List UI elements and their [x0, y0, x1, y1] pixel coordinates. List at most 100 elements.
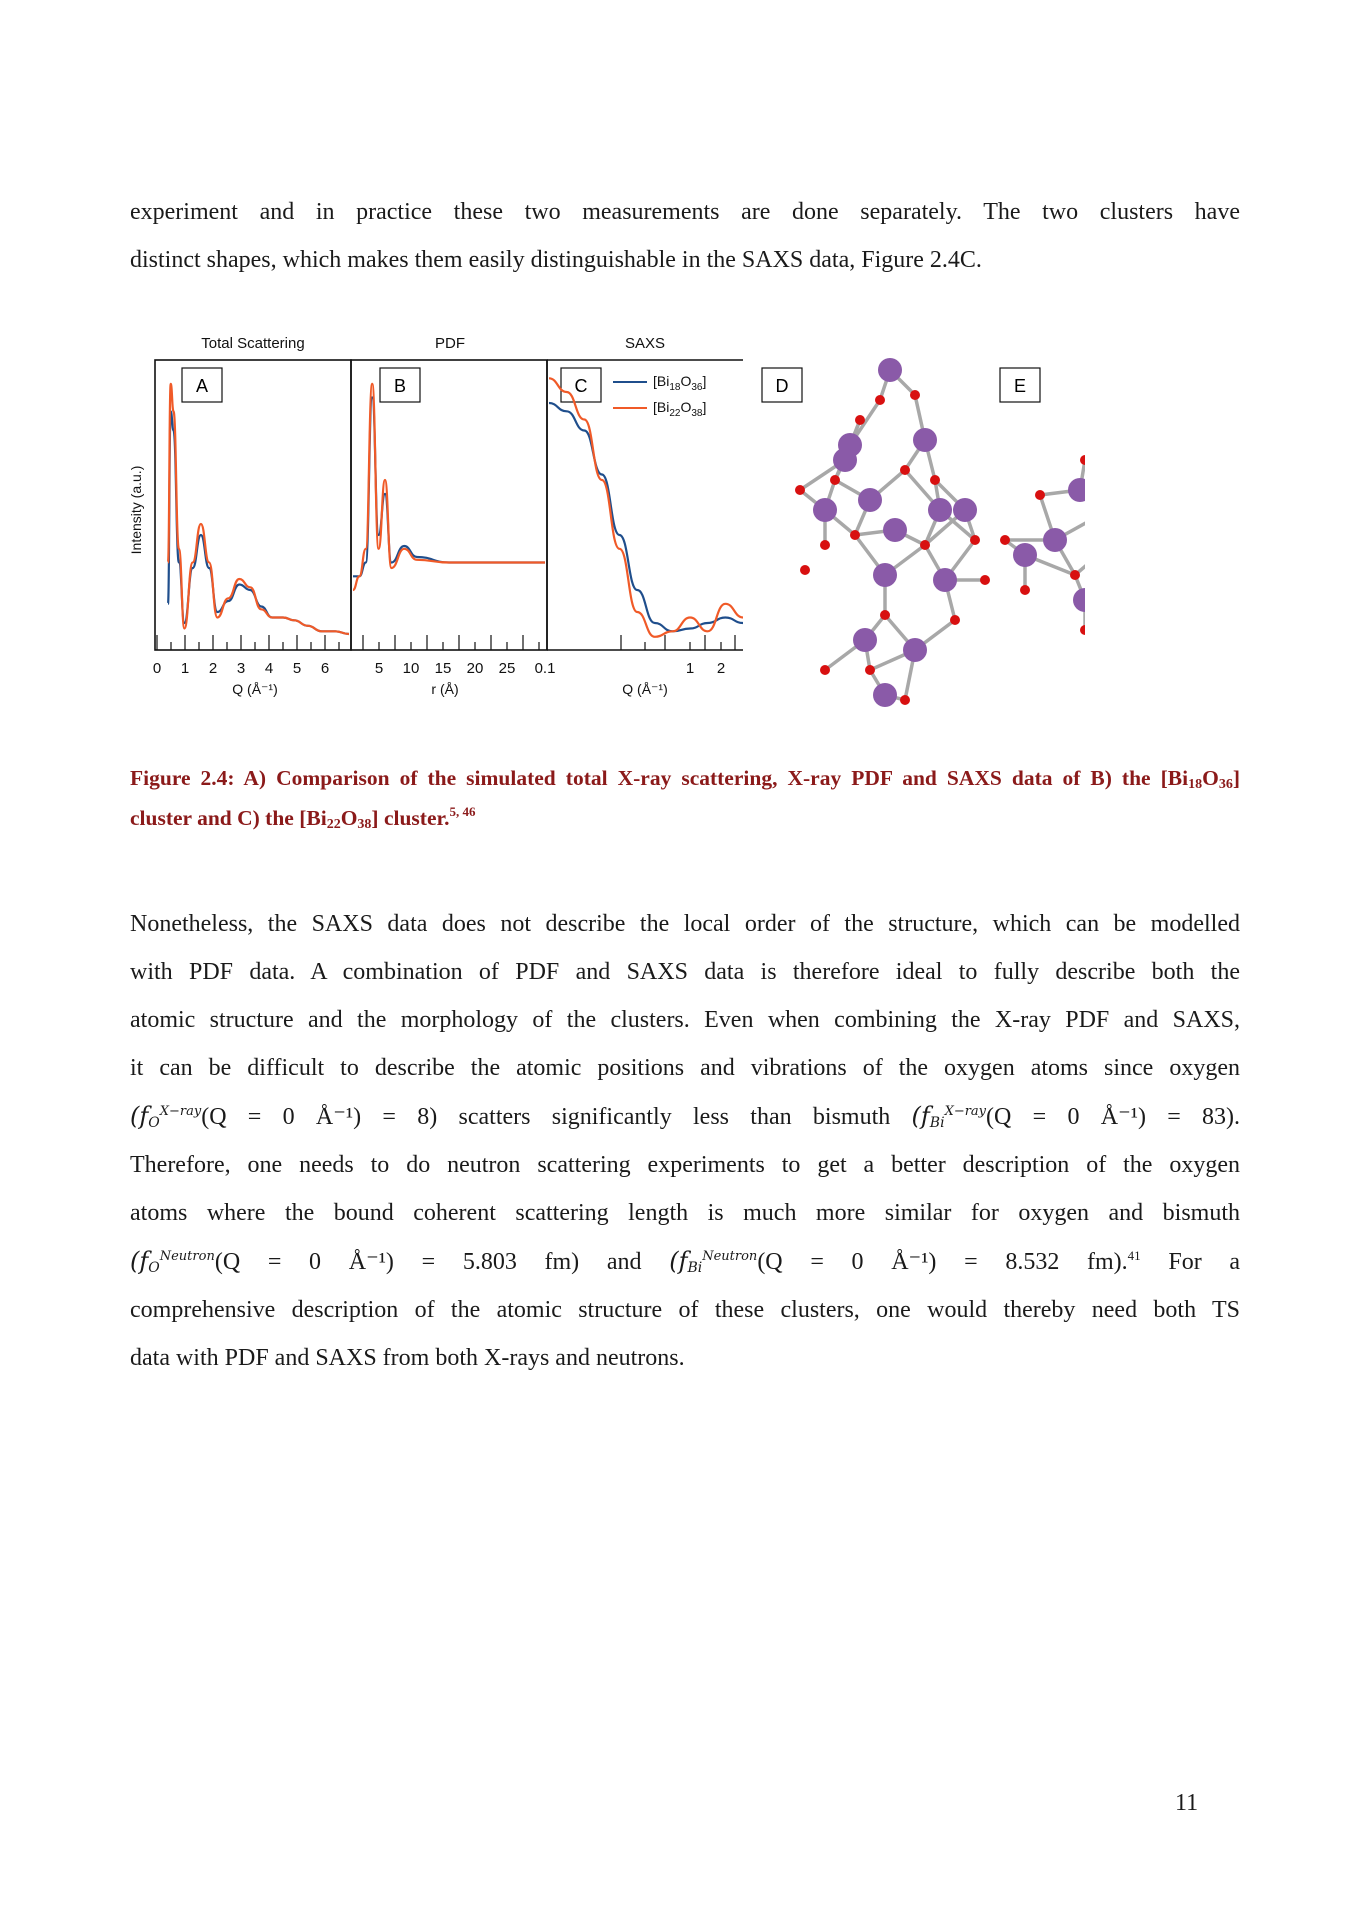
oxygen-atom — [830, 475, 840, 485]
bismuth-atom — [853, 628, 877, 652]
bismuth-atom — [873, 683, 897, 707]
x-axis-label-b: r (Å) — [431, 681, 458, 697]
tick-label: 2 — [717, 660, 725, 677]
caption-line: cluster and C) the [Bi22O38] cluster.5, … — [130, 804, 476, 832]
x-axis-label-c: Q (Å⁻¹) — [622, 681, 668, 697]
series-line-2-2 — [352, 382, 545, 592]
svg-text:B: B — [394, 376, 406, 396]
oxygen-atom — [850, 530, 860, 540]
text-line: atoms where the bound coherent scatterin… — [130, 1200, 1240, 1226]
series-line-1-1 — [166, 410, 350, 636]
text-line-equation: (fOX−ray(Q = 0 Å⁻¹) = 8) scatters signif… — [130, 1102, 1241, 1131]
oxygen-atom — [900, 695, 910, 705]
text-line: data with PDF and SAXS from both X-rays … — [130, 1345, 685, 1371]
bismuth-atom — [883, 518, 907, 542]
bismuth-atom — [928, 498, 952, 522]
bismuth-atom — [858, 488, 882, 512]
bismuth-atom — [1073, 588, 1085, 612]
tick-label: 1 — [686, 660, 694, 677]
oxygen-atom — [820, 665, 830, 675]
oxygen-atom — [1070, 570, 1080, 580]
tick-label: 15 — [435, 660, 452, 677]
bismuth-atom — [833, 448, 857, 472]
bismuth-atom — [878, 358, 902, 382]
text-line: Nonetheless, the SAXS data does not desc… — [130, 911, 1240, 937]
text-line: with PDF data. A combination of PDF and … — [130, 959, 1240, 985]
text-line: atomic structure and the morphology of t… — [130, 1007, 1240, 1033]
oxygen-atom — [1080, 625, 1085, 635]
panel-label-e: E — [999, 367, 1041, 403]
bismuth-atom — [1043, 528, 1067, 552]
tick-labels-a: 0 1 2 3 4 5 6 — [153, 660, 329, 677]
citation: 41 — [1127, 1248, 1141, 1263]
panel-label-c: C — [560, 367, 602, 403]
page-number: 11 — [1175, 1790, 1199, 1816]
oxygen-atom — [980, 575, 990, 585]
panel-title-a: Total Scattering — [201, 335, 304, 352]
oxygen-atom — [795, 485, 805, 495]
tick-label: 6 — [321, 660, 329, 677]
legend-label-1: [Bi18O36] — [653, 373, 706, 393]
figure-caption: Figure 2.4: A) Comparison of the simulat… — [130, 758, 1240, 838]
oxygen-atom — [900, 465, 910, 475]
tick-label: 4 — [265, 660, 273, 677]
tick-label: 20 — [467, 660, 484, 677]
panel-frame-b — [350, 359, 548, 651]
oxygen-atom — [800, 565, 810, 575]
svg-text:A: A — [196, 376, 208, 396]
svg-text:E: E — [1014, 376, 1026, 396]
bismuth-atom — [953, 498, 977, 522]
tick-label: 3 — [237, 660, 245, 677]
cluster-d-structure — [795, 358, 990, 707]
text-line: it can be difficult to describe the atom… — [130, 1055, 1240, 1081]
oxygen-atom — [855, 415, 865, 425]
paragraph-discussion: Nonetheless, the SAXS data does not desc… — [130, 900, 1240, 1382]
bismuth-atom — [813, 498, 837, 522]
oxygen-atom — [865, 665, 875, 675]
tick-label: 5 — [375, 660, 383, 677]
tick-label: 0.1 — [535, 660, 556, 677]
oxygen-atom — [970, 535, 980, 545]
tick-label: 25 — [499, 660, 516, 677]
tick-label: 5 — [293, 660, 301, 677]
bismuth-atom — [933, 568, 957, 592]
panel-title-b: PDF — [435, 335, 465, 352]
caption-citation: 5, 46 — [449, 804, 476, 819]
oxygen-atom — [1020, 585, 1030, 595]
text-line: experiment and in practice these two mea… — [130, 199, 1240, 225]
bond — [1073, 564, 1085, 577]
panel-title-c: SAXS — [625, 335, 665, 352]
tick-labels-c: 0.1 1 2 — [535, 660, 726, 677]
y-axis-label: Intensity (a.u.) — [128, 466, 144, 555]
text-line-equation: (fONeutron(Q = 0 Å⁻¹) = 5.803 fm) and (f… — [130, 1247, 1241, 1276]
panel-frame-a — [154, 359, 352, 651]
series-line-2-1 — [352, 396, 545, 578]
series-line-3-1 — [548, 401, 744, 633]
oxygen-atom — [950, 615, 960, 625]
legend: [Bi18O36] [Bi22O38] — [613, 373, 706, 419]
text-line: comprehensive description of the atomic … — [130, 1297, 1240, 1323]
panel-label-d: D — [761, 367, 803, 403]
bismuth-atom — [913, 428, 937, 452]
svg-text:D: D — [776, 376, 789, 396]
bismuth-atom — [1013, 543, 1037, 567]
tick-label: 1 — [181, 660, 189, 677]
bismuth-atom — [1068, 478, 1085, 502]
oxygen-atom — [1000, 535, 1010, 545]
x-axis-label-a: Q (Å⁻¹) — [232, 681, 278, 697]
figure-2-4: Total Scattering PDF SAXS Intensity (a.u… — [128, 335, 1085, 707]
series-line-3-2 — [548, 377, 744, 638]
caption-line: Figure 2.4: A) Comparison of the simulat… — [130, 766, 1240, 792]
legend-label-2: [Bi22O38] — [653, 399, 706, 419]
tick-label: 0 — [153, 660, 161, 677]
text-line: distinct shapes, which makes them easily… — [130, 247, 982, 273]
panel-label-b: B — [379, 367, 421, 403]
bismuth-atom — [903, 638, 927, 662]
text-line: Therefore, one needs to do neutron scatt… — [130, 1152, 1240, 1178]
oxygen-atom — [1080, 455, 1085, 465]
oxygen-atom — [920, 540, 930, 550]
paragraph-intro: experiment and in practice these two mea… — [130, 188, 1240, 284]
oxygen-atom — [820, 540, 830, 550]
tick-label: 2 — [209, 660, 217, 677]
oxygen-atom — [1035, 490, 1045, 500]
